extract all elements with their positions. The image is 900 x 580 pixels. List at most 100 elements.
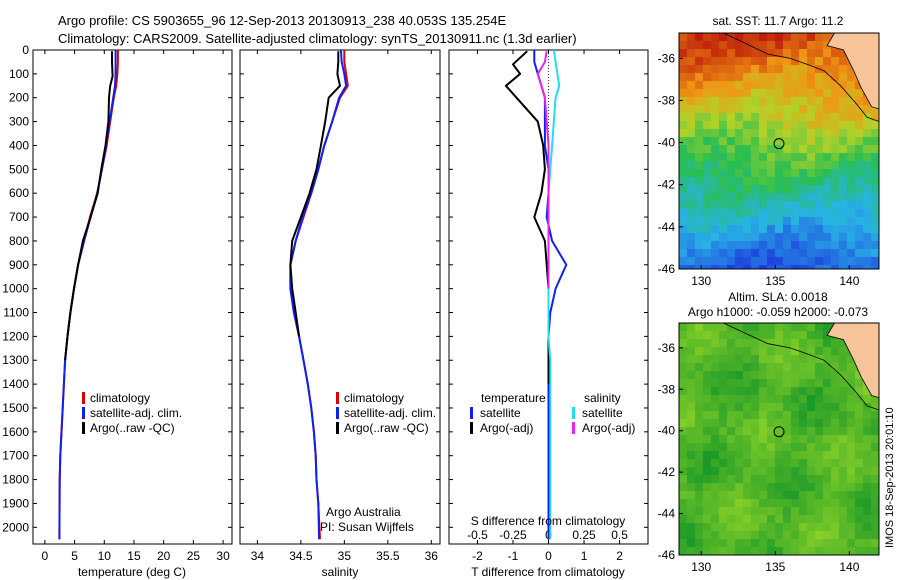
map-cell xyxy=(871,153,880,162)
map-cell xyxy=(839,515,848,524)
map-cell xyxy=(727,129,736,138)
map-cell xyxy=(703,121,712,130)
map-cell xyxy=(751,249,760,258)
map-cell xyxy=(703,137,712,146)
map-cell xyxy=(839,89,848,98)
map-cell xyxy=(727,331,736,340)
map-cell xyxy=(847,81,856,90)
map-cell xyxy=(711,193,720,202)
map-cell xyxy=(807,395,816,404)
map-cell xyxy=(719,49,728,58)
map-cell xyxy=(735,97,744,106)
map-cell xyxy=(695,105,704,114)
map-cell xyxy=(823,97,832,106)
map-cell xyxy=(839,161,848,170)
lon-tick-label: 135 xyxy=(765,274,785,288)
map-cell xyxy=(735,323,744,332)
map-cell xyxy=(823,419,832,428)
map-cell xyxy=(823,483,832,492)
map-cell xyxy=(839,475,848,484)
map-cell xyxy=(855,451,864,460)
map-cell xyxy=(735,499,744,508)
map-cell xyxy=(839,347,848,356)
map-cell xyxy=(679,193,688,202)
map-cell xyxy=(743,531,752,540)
map-cell xyxy=(743,323,752,332)
map-cell xyxy=(863,233,872,242)
map-cell xyxy=(687,41,696,50)
lon-tick-label: 135 xyxy=(765,560,785,574)
map-cell xyxy=(775,435,784,444)
map-cell xyxy=(759,451,768,460)
map-cell xyxy=(775,89,784,98)
x-tick-label: 35.5 xyxy=(376,549,400,563)
map-cell xyxy=(679,145,688,154)
map-cell xyxy=(687,169,696,178)
map-cell xyxy=(695,443,704,452)
map-cell xyxy=(727,97,736,106)
map-cell xyxy=(751,499,760,508)
map-cell xyxy=(743,121,752,130)
map-cell xyxy=(799,121,808,130)
map-cell xyxy=(711,41,720,50)
map-cell xyxy=(863,515,872,524)
map-cell xyxy=(831,339,840,348)
map-cell xyxy=(823,241,832,250)
map-cell xyxy=(791,97,800,106)
map-cell xyxy=(775,443,784,452)
map-cell xyxy=(751,411,760,420)
map-cell xyxy=(711,339,720,348)
map-cell xyxy=(871,145,880,154)
map-cell xyxy=(871,403,880,412)
map-cell xyxy=(839,121,848,130)
map-cell xyxy=(815,265,824,270)
temperature-axes-frame xyxy=(32,49,233,545)
map-cell xyxy=(743,217,752,226)
map-cell xyxy=(807,41,816,50)
sla-map-title-1: Altim. SLA: 0.0018 xyxy=(728,290,828,304)
map-cell xyxy=(791,363,800,372)
map-cell xyxy=(751,443,760,452)
map-cell xyxy=(871,451,880,460)
map-cell xyxy=(807,73,816,82)
map-cell xyxy=(855,233,864,242)
map-cell xyxy=(767,97,776,106)
map-cell xyxy=(743,427,752,436)
legend-satellite-swatch xyxy=(336,407,339,419)
map-cell xyxy=(799,265,808,270)
map-cell xyxy=(831,153,840,162)
temperature-ticks: 0100200300400500600700800900100011001200… xyxy=(2,43,232,563)
map-cell xyxy=(735,41,744,50)
map-cell xyxy=(767,233,776,242)
map-cell xyxy=(743,105,752,114)
map-cell xyxy=(727,201,736,210)
map-cell xyxy=(831,523,840,532)
top-x-tick-label: 0.25 xyxy=(572,528,596,542)
map-cell xyxy=(711,145,720,154)
map-cell xyxy=(743,81,752,90)
map-cell xyxy=(679,451,688,460)
map-cell xyxy=(791,161,800,170)
map-cell xyxy=(679,57,688,66)
map-cell xyxy=(751,467,760,476)
map-cell xyxy=(759,233,768,242)
map-cell xyxy=(775,161,784,170)
map-cell xyxy=(767,121,776,130)
map-cell xyxy=(703,49,712,58)
map-cell xyxy=(703,491,712,500)
map-cell xyxy=(687,339,696,348)
map-cell xyxy=(839,201,848,210)
map-cell xyxy=(855,185,864,194)
y-tick-label: 700 xyxy=(9,210,29,224)
map-cell xyxy=(735,387,744,396)
map-cell xyxy=(855,499,864,508)
map-cell xyxy=(807,443,816,452)
map-cell xyxy=(799,65,808,74)
map-cell xyxy=(839,523,848,532)
map-cell xyxy=(807,459,816,468)
map-cell xyxy=(743,201,752,210)
map-cell xyxy=(767,73,776,82)
map-cell xyxy=(751,323,760,332)
top-x-tick-label: -0.5 xyxy=(467,528,488,542)
map-cell xyxy=(775,233,784,242)
